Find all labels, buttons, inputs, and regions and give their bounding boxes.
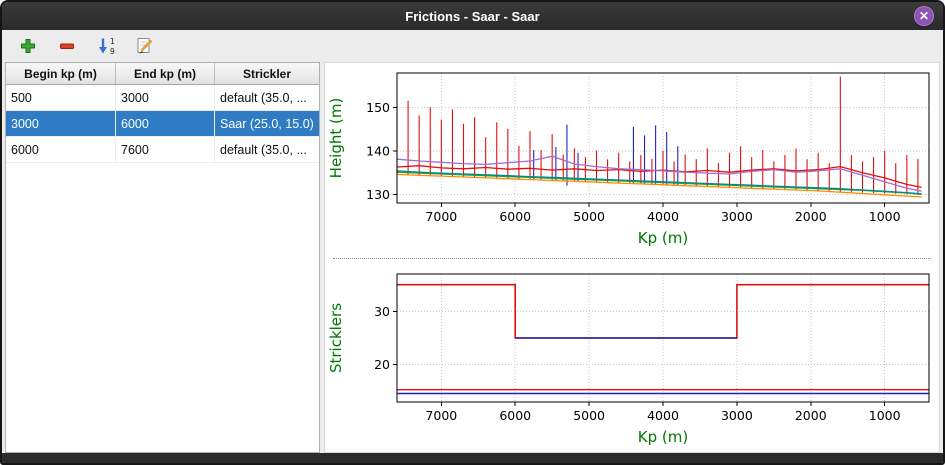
svg-text:3000: 3000: [721, 408, 753, 423]
svg-text:30: 30: [374, 304, 390, 319]
remove-row-button[interactable]: [54, 33, 80, 59]
svg-text:2000: 2000: [795, 408, 827, 423]
strickler-cell[interactable]: default (35.0, ...: [220, 142, 307, 157]
close-button[interactable]: ✕: [914, 6, 934, 26]
svg-text:Kp (m): Kp (m): [638, 428, 688, 446]
edit-button[interactable]: [132, 33, 158, 59]
table-body: 500 3000 default (35.0, ... 3000 6000 Saar (2…: [6, 85, 319, 452]
svg-text:1000: 1000: [869, 408, 901, 423]
window-title: Frictions - Saar - Saar: [405, 8, 540, 24]
toolbar: 1 9: [2, 30, 943, 62]
svg-text:4000: 4000: [647, 408, 679, 423]
add-row-button[interactable]: [15, 33, 41, 59]
begin-kp-cell[interactable]: 6000: [6, 137, 116, 162]
svg-text:Stricklers: Stricklers: [327, 303, 345, 373]
svg-text:1: 1: [110, 37, 115, 46]
svg-text:3000: 3000: [721, 209, 753, 224]
strickler-cell[interactable]: default (35.0, ...: [220, 90, 307, 105]
main-content: Begin kp (m) End kp (m) Strickler 500 300…: [2, 62, 943, 453]
begin-kp-cell[interactable]: 500: [6, 85, 116, 110]
end-kp-cell[interactable]: 6000: [116, 111, 215, 136]
splitter-dotted-line: [333, 258, 931, 259]
chart-panel: 7000 6000 5000 4000 3000 2000 1000 130 140 150 Kp …: [324, 62, 940, 453]
table-row[interactable]: 6000 7600 default (35.0, ...: [6, 137, 319, 163]
sort-ascending-icon: 1 9: [99, 37, 115, 56]
end-kp-column-header[interactable]: End kp (m): [116, 63, 215, 84]
svg-text:2000: 2000: [795, 209, 827, 224]
table-row[interactable]: 500 3000 default (35.0, ...: [6, 85, 319, 111]
svg-text:5000: 5000: [573, 408, 605, 423]
plus-icon: [21, 39, 35, 53]
svg-text:130: 130: [366, 187, 390, 202]
svg-text:7000: 7000: [425, 209, 457, 224]
stricklers-chart: 7000 6000 5000 4000 3000 2000 1000 20 30 Kp (m) St…: [327, 273, 930, 446]
edit-icon: [137, 38, 153, 54]
titlebar[interactable]: Frictions - Saar - Saar ✕: [2, 2, 943, 30]
end-kp-cell[interactable]: 7600: [116, 137, 215, 162]
sort-button[interactable]: 1 9: [93, 33, 119, 59]
table-header: Begin kp (m) End kp (m) Strickler: [6, 63, 319, 85]
svg-text:6000: 6000: [499, 209, 531, 224]
window-bottom-frame: [2, 453, 943, 463]
svg-text:Kp (m): Kp (m): [638, 229, 688, 247]
svg-text:140: 140: [366, 144, 390, 159]
svg-text:20: 20: [374, 357, 390, 372]
strickler-cell[interactable]: Saar (25.0, 15.0): [220, 116, 314, 131]
svg-text:4000: 4000: [647, 209, 679, 224]
svg-text:Height (m): Height (m): [327, 98, 345, 179]
svg-text:1000: 1000: [869, 209, 901, 224]
chart-splitter[interactable]: [325, 255, 939, 262]
svg-text:150: 150: [366, 100, 390, 115]
svg-text:6000: 6000: [499, 408, 531, 423]
end-kp-cell[interactable]: 3000: [116, 85, 215, 110]
strickler-column-header[interactable]: Strickler: [242, 66, 292, 81]
svg-text:9: 9: [110, 47, 115, 56]
svg-text:7000: 7000: [425, 408, 457, 423]
height-profile-chart: 7000 6000 5000 4000 3000 2000 1000 130 140 150 Kp …: [327, 72, 930, 247]
begin-kp-column-header[interactable]: Begin kp (m): [6, 63, 116, 84]
close-icon: ✕: [918, 9, 930, 23]
minus-icon: [60, 43, 74, 49]
svg-text:5000: 5000: [573, 209, 605, 224]
begin-kp-cell[interactable]: 3000: [6, 111, 116, 136]
frictions-table: Begin kp (m) End kp (m) Strickler 500 300…: [5, 62, 320, 453]
table-row[interactable]: 3000 6000 Saar (25.0, 15.0): [6, 111, 319, 137]
